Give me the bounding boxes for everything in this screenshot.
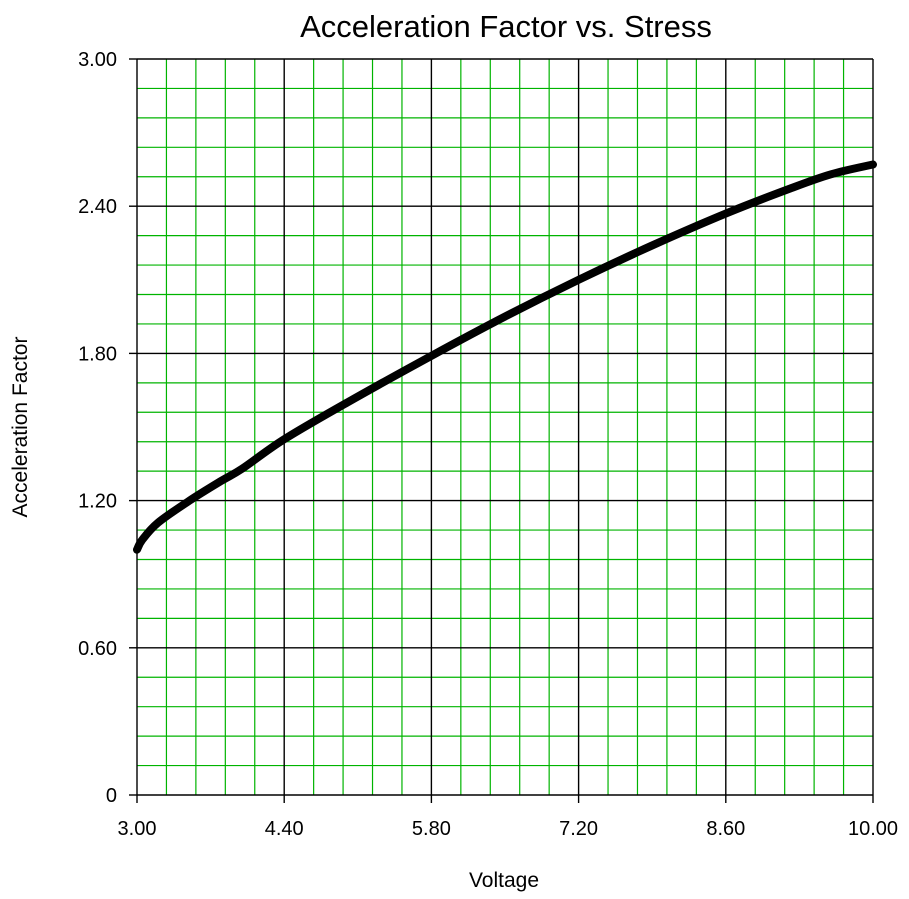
y-tick-label: 0.60 <box>78 638 117 660</box>
y-axis-label: Acceleration Factor <box>9 337 32 518</box>
series-line-0 <box>133 160 877 554</box>
y-tick-label: 1.80 <box>78 343 117 365</box>
x-tick-label: 8.60 <box>706 818 745 840</box>
chart-title: Acceleration Factor vs. Stress <box>300 9 712 44</box>
tick-labels: 3.00 4.40 5.80 7.20 8.60 10.00 0 0.60 1.20 1.80 2.… <box>78 49 898 840</box>
y-tick-label: 1.20 <box>78 491 117 513</box>
major-grid <box>129 58 874 803</box>
y-tick-label: 3.00 <box>78 49 117 71</box>
x-tick-label: 4.40 <box>265 818 304 840</box>
x-tick-label: 5.80 <box>412 818 451 840</box>
y-tick-label: 2.40 <box>78 196 117 218</box>
x-tick-label: 7.20 <box>559 818 598 840</box>
x-tick-label: 10.00 <box>848 818 898 840</box>
x-tick-label: 3.00 <box>118 818 157 840</box>
series-layer <box>133 160 877 554</box>
y-tick-label: 0 <box>106 785 117 807</box>
x-axis-label: Voltage <box>469 869 539 892</box>
minor-grid <box>137 59 873 795</box>
